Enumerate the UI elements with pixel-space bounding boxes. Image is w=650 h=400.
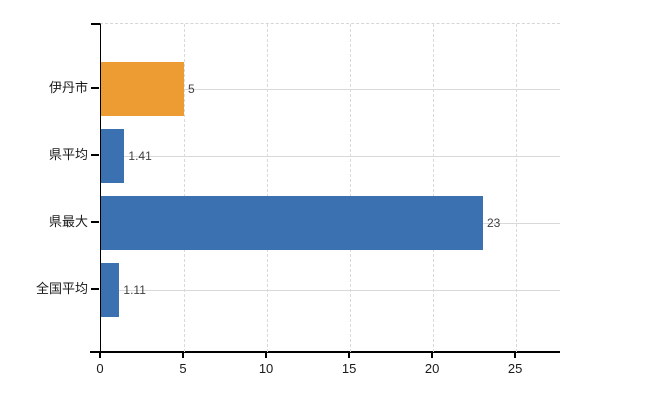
horizontal-gridline [101, 156, 560, 157]
bar-value-label: 1.11 [123, 283, 146, 297]
category-label: 全国平均 [35, 281, 88, 296]
x-axis-line [90, 351, 560, 353]
horizontal-gridline [101, 89, 560, 90]
x-axis-tick-label: 20 [424, 361, 440, 376]
x-axis-tick-label: 15 [341, 361, 357, 376]
x-axis-tick [99, 352, 101, 358]
category-axis-tick [91, 87, 99, 89]
plot-area: 5 1.41 23 1.11 [100, 23, 560, 352]
y-axis-top-tick [91, 23, 100, 25]
category-label: 県平均 [48, 147, 88, 162]
category-axis-tick [91, 154, 99, 156]
bar-全国平均 [101, 263, 120, 317]
x-axis-tick [348, 352, 350, 358]
horizontal-gridline [101, 290, 560, 291]
bar-県最大 [101, 196, 483, 250]
x-axis-tick-label: 25 [507, 361, 523, 376]
vertical-gridline [516, 24, 518, 352]
vertical-gridline [433, 24, 435, 352]
category-label: 県最大 [48, 214, 88, 229]
vertical-gridline [184, 24, 186, 352]
x-axis-tick [265, 352, 267, 358]
x-axis-tick [514, 352, 516, 358]
category-label: 伊丹市 [48, 80, 88, 95]
x-axis-tick-label: 5 [179, 361, 187, 376]
bar-value-label: 1.41 [128, 149, 152, 163]
x-axis-tick-label: 0 [96, 361, 104, 376]
bar-伊丹市 [101, 62, 185, 116]
bar-value-label: 23 [486, 216, 501, 230]
x-axis-tick-label: 10 [258, 361, 274, 376]
x-axis-tick [431, 352, 433, 358]
vertical-gridline [350, 24, 352, 352]
category-axis-tick [91, 221, 99, 223]
vertical-gridline [267, 24, 269, 352]
category-axis-tick [91, 288, 99, 290]
bar-value-label: 5 [188, 82, 195, 96]
x-axis-tick [182, 352, 184, 358]
bar-県平均 [101, 129, 125, 183]
